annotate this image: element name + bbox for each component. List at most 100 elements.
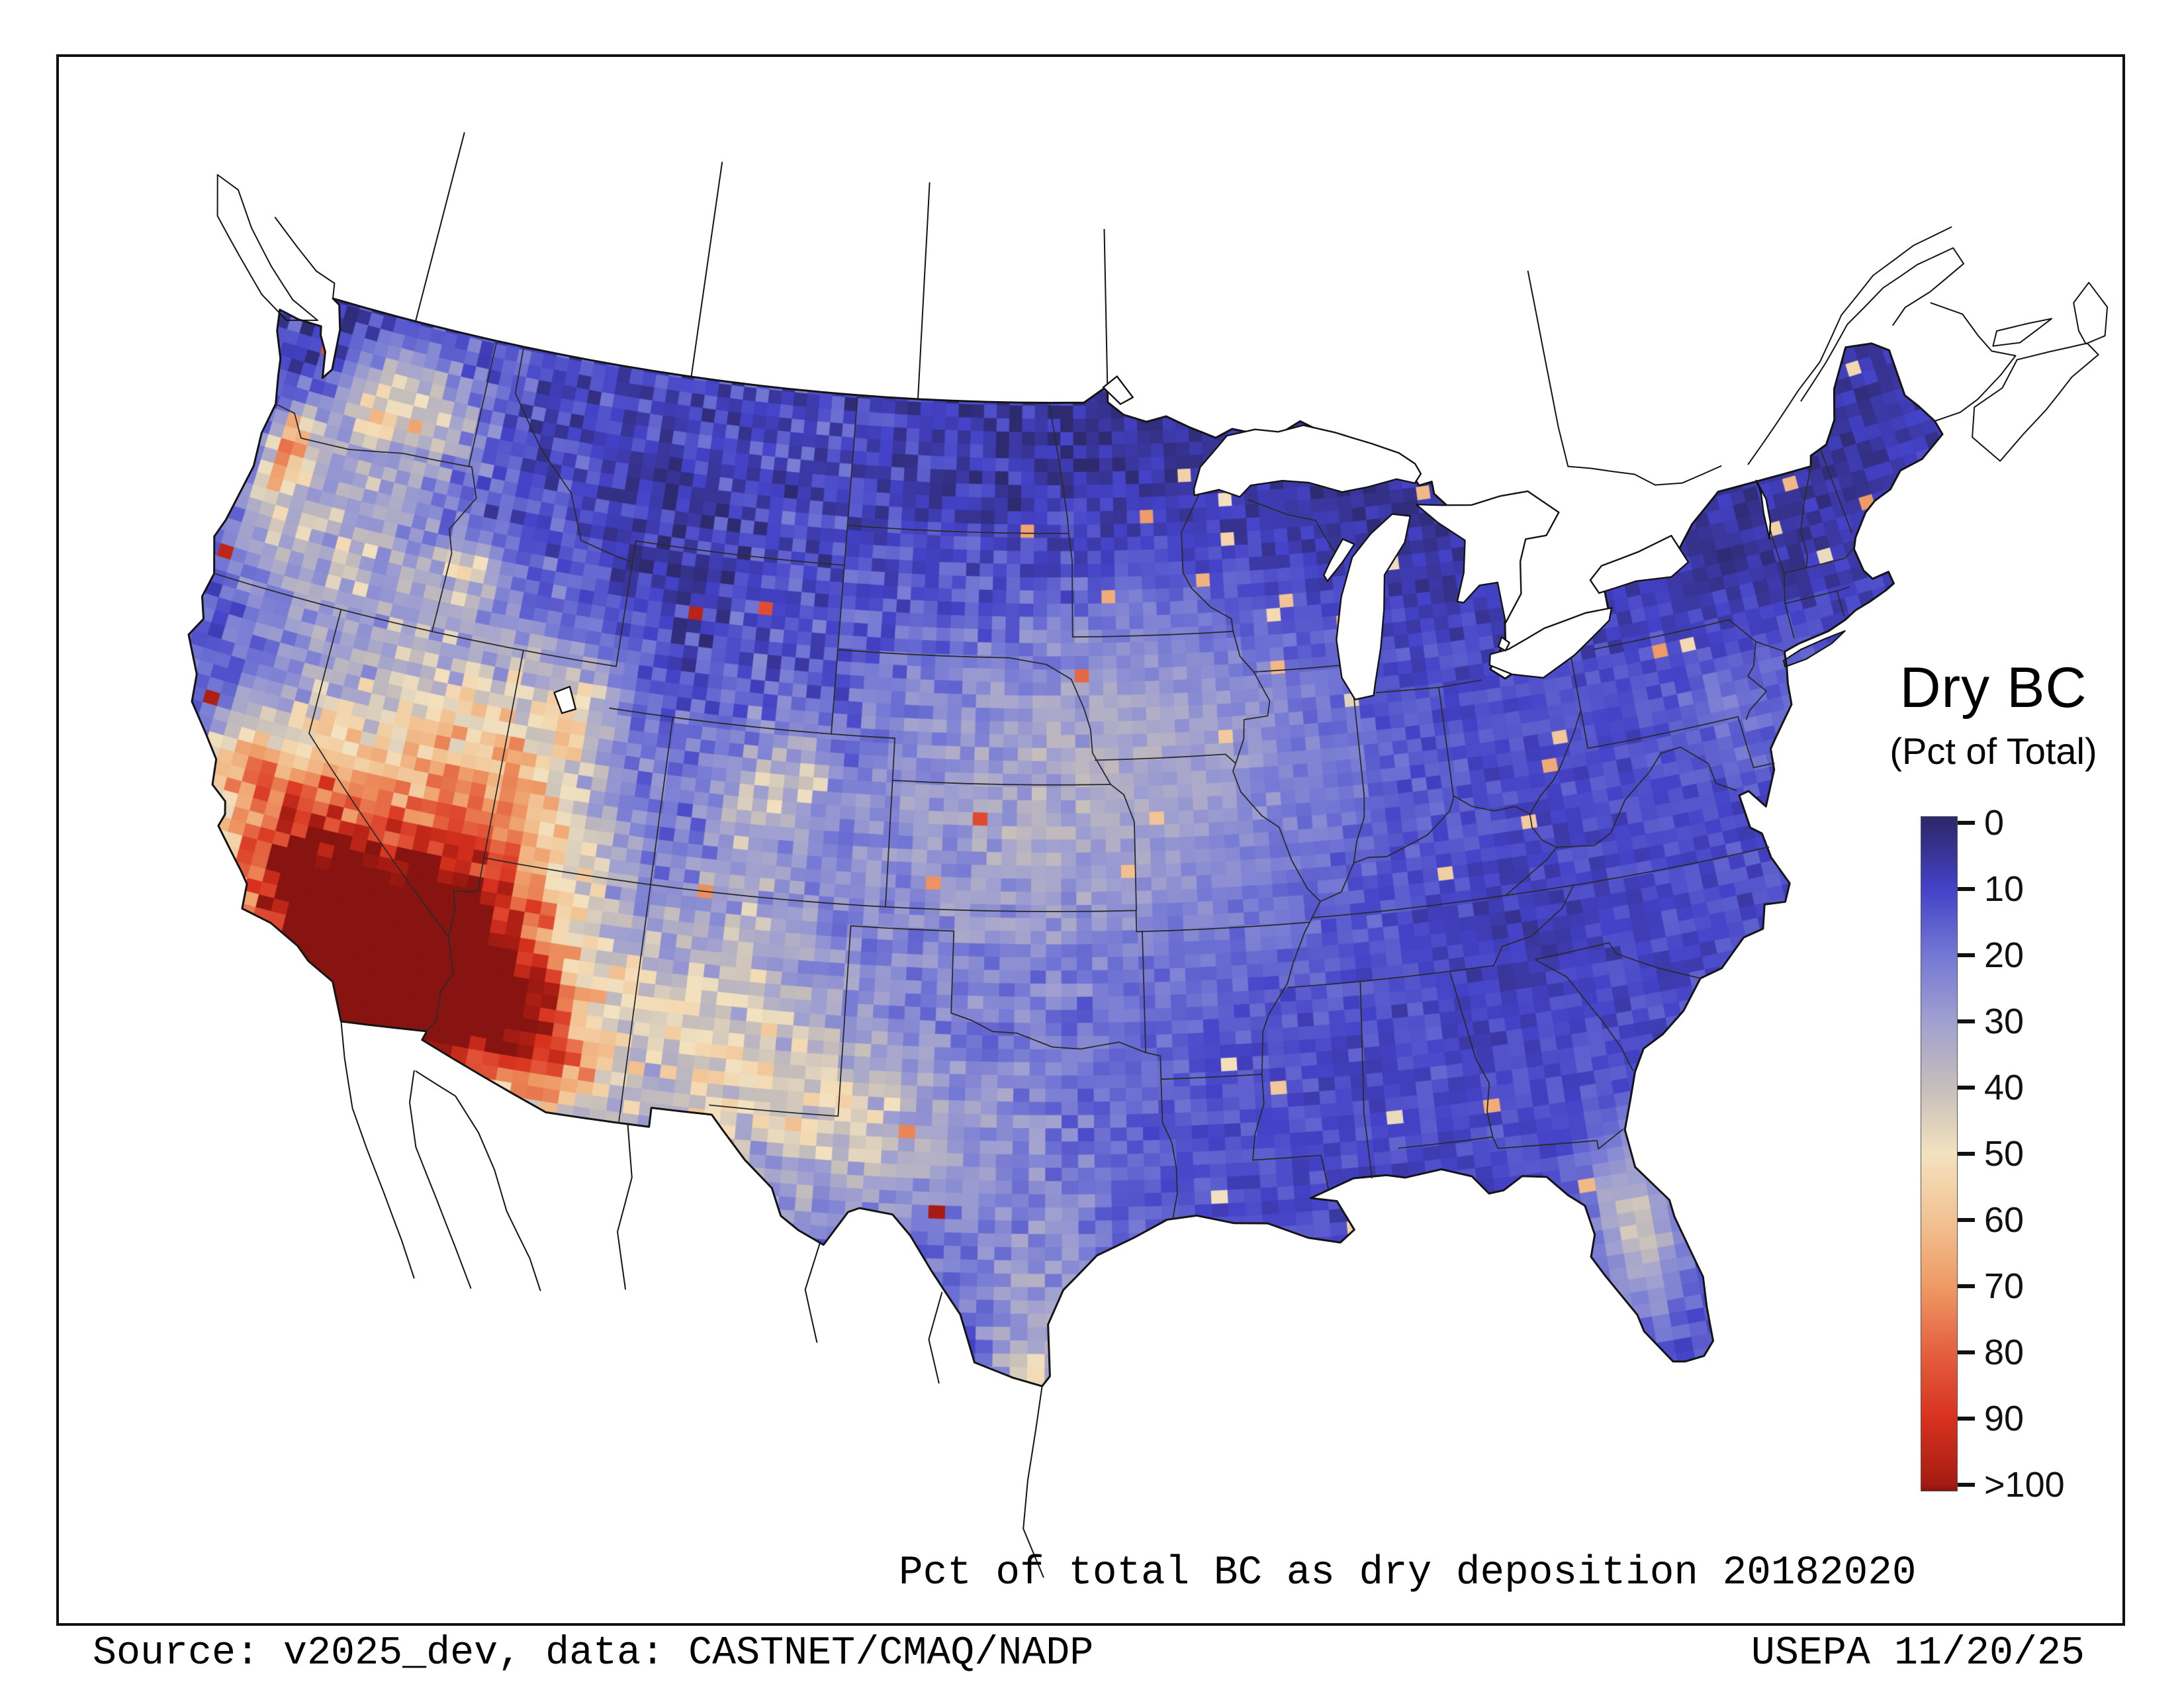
legend-tick-mark <box>1958 1218 1975 1222</box>
legend-tick-label: 10 <box>1984 869 2025 909</box>
state-border <box>1529 813 1557 848</box>
legend-tick-label: 30 <box>1984 1002 2025 1041</box>
state-border <box>1535 959 1634 1071</box>
foreign-border <box>1747 226 1952 465</box>
state-border <box>1048 402 1073 638</box>
state-border <box>1312 894 1507 919</box>
state-border <box>1110 784 1137 912</box>
lake-outline <box>1497 636 1510 652</box>
lake-outline <box>1102 375 1134 405</box>
state-border <box>1232 630 1271 765</box>
state-border <box>650 716 674 886</box>
legend-tick-label: 70 <box>1984 1266 2025 1306</box>
legend-tick-mark <box>1958 953 1975 957</box>
state-border <box>483 857 1137 912</box>
state-border <box>1232 763 1321 902</box>
state-border <box>1570 653 1582 711</box>
state-border <box>1094 753 1236 765</box>
foreign-border <box>216 174 318 321</box>
state-border <box>1287 964 1494 988</box>
legend-colorbar <box>1921 816 1958 1491</box>
legend-tick-label: 80 <box>1984 1333 2025 1372</box>
state-border <box>1836 590 1845 617</box>
state-border <box>1728 619 1767 720</box>
foreign-border <box>1992 318 2052 347</box>
lake-outline <box>1193 424 1422 498</box>
state-border <box>1248 499 1338 555</box>
legend-tick-mark <box>1958 887 1975 891</box>
state-border <box>1800 465 1811 569</box>
state-border <box>837 649 1072 680</box>
legend-tick-label: 60 <box>1984 1200 2025 1240</box>
state-border <box>1505 846 1770 896</box>
state-border <box>1505 847 1557 896</box>
state-border <box>468 340 498 468</box>
state-border <box>1438 686 1454 797</box>
legend-tick-mark <box>1958 1019 1975 1023</box>
foreign-border <box>1103 228 1109 387</box>
state-border <box>885 737 895 908</box>
legend-tick-label: 20 <box>1984 935 2025 975</box>
legend-tick-label: 40 <box>1984 1068 2025 1107</box>
legend-tick-mark <box>1958 1284 1975 1288</box>
foreign-border <box>917 182 931 400</box>
state-border <box>1253 665 1343 673</box>
state-border <box>447 857 485 938</box>
foreign-border <box>414 132 465 322</box>
state-border <box>850 925 955 1014</box>
state-border <box>635 540 845 566</box>
foreign-border <box>409 1070 472 1289</box>
state-border <box>615 540 637 667</box>
state-border <box>843 395 858 566</box>
foreign-border <box>804 1243 821 1343</box>
state-border <box>1587 716 1739 749</box>
state-border <box>1529 709 1582 815</box>
state-border <box>1737 716 1775 769</box>
state-border <box>514 346 633 563</box>
state-border <box>1160 1074 1263 1080</box>
foreign-border <box>2073 281 2109 345</box>
state-border <box>950 1012 1161 1056</box>
foreign-border <box>617 1123 633 1290</box>
state-border <box>1070 679 1112 785</box>
foreign-border <box>690 162 723 378</box>
foreign-border <box>1527 270 1722 486</box>
state-border <box>1252 900 1321 1161</box>
state-border <box>846 524 1069 534</box>
foreign-border <box>1972 342 2099 462</box>
state-border <box>483 649 524 859</box>
us-border-outline <box>187 297 1944 1387</box>
map-caption: Pct of total BC as dry deposition 201820… <box>899 1550 1917 1596</box>
state-border <box>426 936 454 1032</box>
legend-tick-mark <box>1958 1483 1975 1487</box>
state-border <box>1580 709 1589 749</box>
legend-tick-mark <box>1958 1152 1975 1156</box>
state-border <box>1071 630 1234 638</box>
lake-outline <box>1488 607 1613 679</box>
state-border <box>1820 449 1852 534</box>
state-border <box>891 780 1112 786</box>
legend-ticks: 0 10 20 30 40 50 60 70 80 90 >100 <box>1958 803 2123 1505</box>
state-border <box>1449 970 1494 1138</box>
state-border <box>1493 884 1574 966</box>
lake-outline <box>1415 490 1560 624</box>
legend-tick-mark <box>1958 1086 1975 1090</box>
state-border <box>618 884 651 1124</box>
state-border <box>431 466 477 632</box>
state-border <box>1160 1055 1178 1221</box>
lake-outline <box>1336 513 1412 700</box>
state-border <box>609 707 895 739</box>
state-border <box>1181 494 1234 632</box>
state-border <box>1593 619 1730 650</box>
legend-tick-label: 0 <box>1984 803 2005 843</box>
legend-tick-label: 50 <box>1984 1134 2025 1174</box>
foreign-border <box>415 1070 541 1291</box>
state-border <box>1320 795 1531 902</box>
state-border <box>1783 547 1854 574</box>
state-border <box>1784 586 1850 604</box>
legend-tick-mark <box>1958 1417 1975 1421</box>
foreign-border <box>340 1021 415 1279</box>
